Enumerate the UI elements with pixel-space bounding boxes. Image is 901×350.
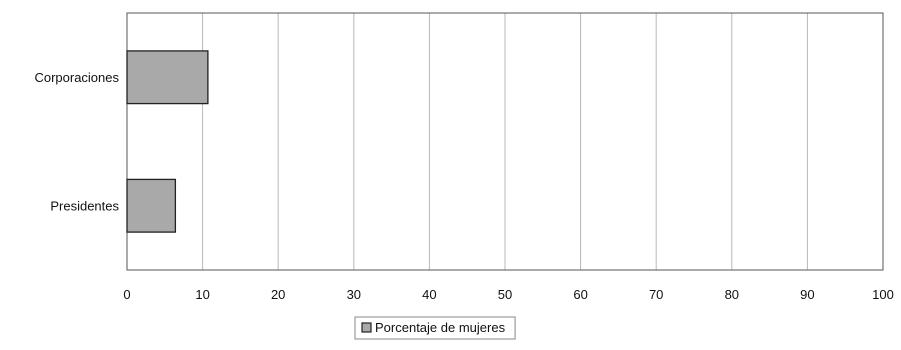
bar-presidentes <box>126 178 177 233</box>
x-tick-label-80: 80 <box>725 287 739 302</box>
x-tick-label-50: 50 <box>498 287 512 302</box>
legend-label: Porcentaje de mujeres <box>375 320 506 335</box>
x-tick-label-70: 70 <box>649 287 663 302</box>
x-tick-label-20: 20 <box>271 287 285 302</box>
x-tick-label-100: 100 <box>872 287 894 302</box>
x-tick-label-90: 90 <box>800 287 814 302</box>
legend-swatch <box>361 322 372 333</box>
category-labels: Corporaciones Presidentes <box>34 70 119 214</box>
x-tick-label-0: 0 <box>123 287 130 302</box>
x-tick-label-10: 10 <box>195 287 209 302</box>
legend-box <box>354 316 516 340</box>
category-label-corporaciones: Corporaciones <box>34 70 119 85</box>
plot-area <box>126 12 884 271</box>
bar-corporaciones <box>126 50 209 105</box>
category-label-presidentes: Presidentes <box>50 198 119 213</box>
x-axis-ticks: 0 10 20 30 40 50 60 70 80 90 100 <box>123 287 893 302</box>
legend: Porcentaje de mujeres <box>354 316 516 340</box>
x-tick-label-40: 40 <box>422 287 436 302</box>
x-tick-label-30: 30 <box>347 287 361 302</box>
gridlines <box>202 13 884 270</box>
x-tick-label-60: 60 <box>573 287 587 302</box>
bars <box>126 50 209 233</box>
